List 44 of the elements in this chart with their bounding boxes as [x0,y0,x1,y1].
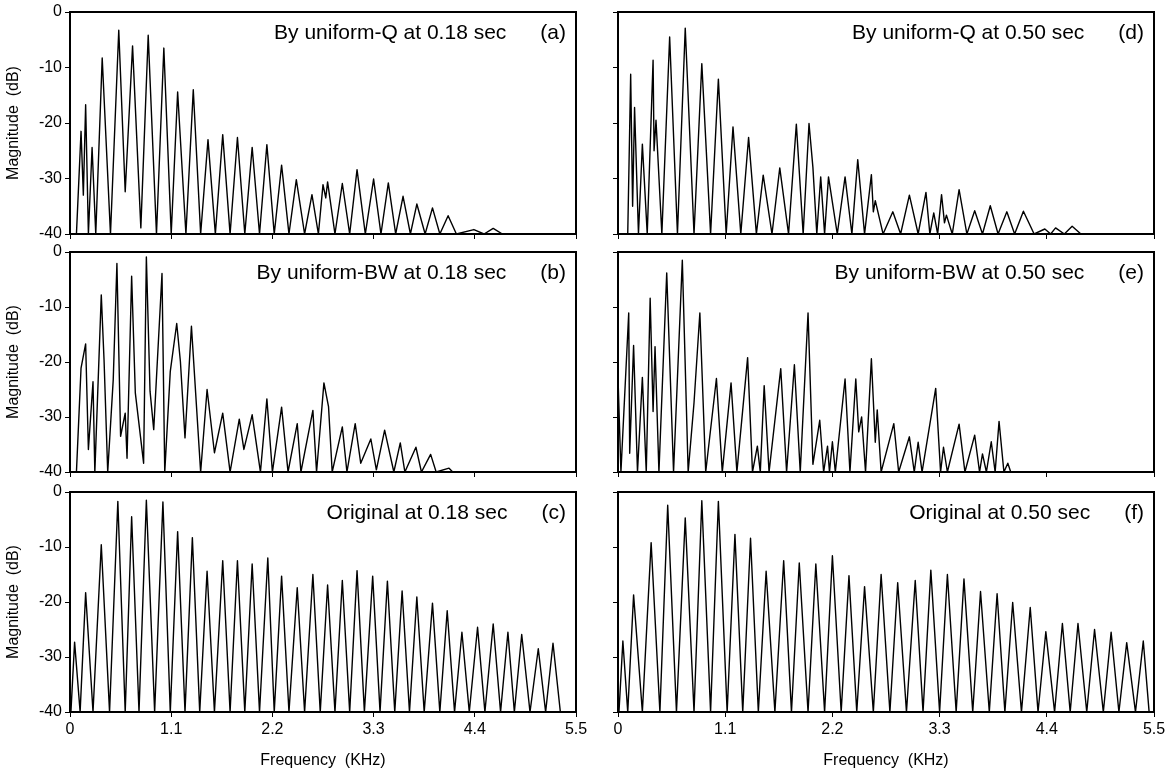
x-tick-label: 3.3 [362,720,385,738]
y-tick-label: 0 [53,482,63,500]
y-tick-label: 0 [53,2,63,20]
x-tick-label: 2.2 [261,720,284,738]
annotation: (d) [1118,20,1144,44]
y-tick-label: -40 [38,702,63,720]
chart-title: Original at 0.18 sec [326,500,508,524]
x-tick-label: 4.4 [463,720,487,738]
x-tick-label: 3.3 [928,720,951,738]
x-tick-label: 5.5 [564,720,588,738]
annotation: (f) [1124,500,1144,524]
y-tick-label: -20 [38,113,63,131]
annotation: (b) [540,260,566,284]
y-tick-label: -30 [38,407,63,425]
x-tick-label: 2.2 [821,720,844,738]
x-tick-label: 5.5 [1142,720,1166,738]
x-axis-title: Frequency (KHz) [260,750,386,768]
y-axis-title: Magnitude (dB) [4,66,22,180]
y-axis-title: Magnitude (dB) [4,545,22,659]
annotation: (c) [541,500,566,524]
chart-title: By uniform-Q at 0.18 sec [274,20,507,44]
y-axis-title: Magnitude (dB) [4,305,22,419]
x-tick-label: 0 [613,720,623,738]
x-tick-label: 4.4 [1035,720,1059,738]
x-tick-label: 1.1 [160,720,183,738]
chart-title: Original at 0.50 sec [909,500,1091,524]
x-axis-title: Frequency (KHz) [823,750,949,768]
y-tick-label: -30 [38,647,63,665]
y-tick-label: -10 [38,537,63,555]
y-tick-label: -30 [38,168,63,186]
x-tick-label: 0 [65,720,75,738]
y-tick-label: -10 [38,297,63,315]
y-tick-label: -10 [38,57,63,75]
y-tick-label: -40 [38,462,63,480]
y-tick-label: -20 [38,352,63,370]
y-tick-label: 0 [53,242,63,260]
chart-title: By uniform-BW at 0.18 sec [256,260,507,284]
annotation: (e) [1118,260,1144,284]
x-tick-label: 1.1 [714,720,737,738]
chart-title: By uniform-Q at 0.50 sec [852,20,1085,44]
y-tick-label: -40 [38,224,63,242]
y-tick-label: -20 [38,592,63,610]
annotation: (a) [540,20,566,44]
chart-title: By uniform-BW at 0.50 sec [834,260,1085,284]
